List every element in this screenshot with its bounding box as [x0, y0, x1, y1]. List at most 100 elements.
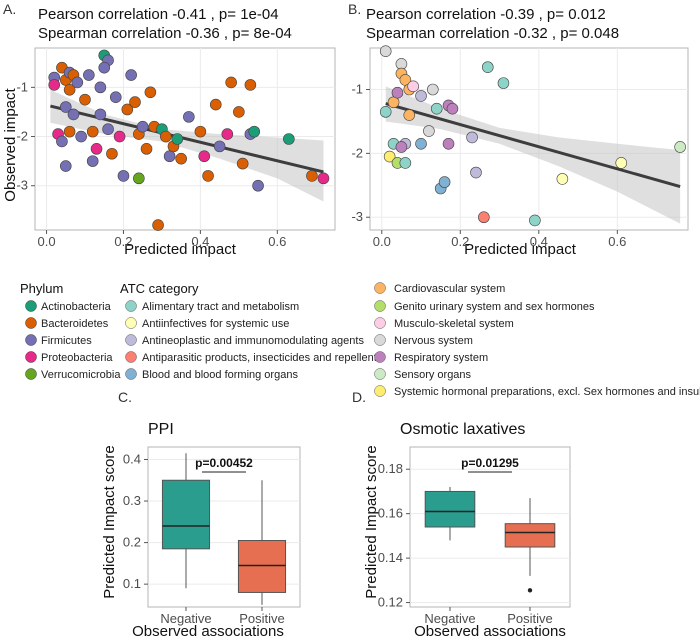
- data-point: [252, 179, 264, 192]
- tick-label-x: 0.0: [373, 234, 391, 249]
- panel-a-pearson: Pearson correlation -0.41 , p= 1e-04: [38, 6, 279, 23]
- data-point: [171, 133, 184, 145]
- data-point: [94, 108, 107, 121]
- legend-atc-label: Alimentary tract and metabolism: [142, 301, 299, 313]
- data-point: [403, 109, 416, 121]
- data-point: [152, 219, 164, 231]
- data-point: [136, 120, 149, 133]
- legend-atc: Alimentary tract and metabolism Antiinfe…: [125, 282, 700, 398]
- scatter-plot-b: 0.0 0.2 0.4 0.6 -1 -2 -3: [351, 45, 689, 249]
- data-point: [415, 137, 427, 150]
- tick-label-x: 0.2: [114, 234, 132, 249]
- tick-label-y: 0.12: [378, 595, 403, 610]
- data-point: [395, 141, 408, 153]
- data-point: [415, 90, 427, 102]
- data-point: [221, 128, 234, 140]
- data-point: [383, 150, 396, 163]
- data-point: [423, 125, 435, 137]
- panel-c-title: PPI: [148, 421, 174, 438]
- tick-label-x: 0.2: [451, 234, 469, 249]
- data-point: [233, 106, 245, 118]
- data-point: [109, 91, 122, 103]
- data-point: [194, 125, 207, 138]
- data-point: [248, 125, 261, 138]
- legend-atc-swatch: [374, 300, 386, 312]
- legend-atc-label: Antineoplastic and immunomodulating agen…: [142, 335, 364, 347]
- data-point: [529, 214, 541, 227]
- data-point: [225, 76, 237, 89]
- panel-label-c: C.: [118, 389, 132, 405]
- legend-atc-swatch: [125, 334, 137, 346]
- data-point: [391, 86, 404, 99]
- box-plot-c: 0.1 0.2 0.3 0.4 Negative Positive p=0.00452: [123, 446, 301, 626]
- data-point: [48, 79, 61, 91]
- legend-phylum: Actinobacteria Bacteroidetes Firmicutes …: [25, 300, 121, 381]
- data-point: [497, 77, 510, 89]
- panel-b-xlabel: Predicted impact: [464, 241, 577, 258]
- data-point: [86, 155, 99, 167]
- data-point: [442, 137, 455, 150]
- tick-label-x: 0.4: [191, 234, 209, 249]
- legend-atc-label: Musculo-skeletal system: [394, 318, 514, 330]
- legend-atc-label: Nervous system: [394, 335, 473, 347]
- tick-label-y: 0.4: [123, 451, 141, 466]
- data-point: [59, 101, 72, 113]
- panel-label-b: B.: [348, 1, 361, 17]
- legend-atc-swatch: [374, 282, 386, 294]
- scatter-plot-a: 0.0 0.2 0.4 0.6 -1 -2 -3: [16, 47, 336, 249]
- legend-atc-swatch: [374, 368, 386, 380]
- category-label: Negative: [160, 611, 211, 626]
- data-point: [121, 103, 134, 116]
- data-point: [198, 150, 211, 163]
- data-point: [202, 170, 214, 182]
- data-point: [79, 93, 91, 106]
- data-point: [86, 125, 99, 138]
- legend-phylum-swatch: [25, 368, 37, 380]
- confidence-band: [385, 86, 681, 224]
- box: [504, 523, 556, 548]
- box: [237, 540, 287, 593]
- panel-b-pearson: Pearson correlation -0.39 , p= 0.012: [366, 6, 606, 23]
- data-point: [446, 102, 459, 115]
- panel-b-spearman: Spearman correlation -0.32 , p= 0.048: [366, 25, 619, 42]
- tick-label-y: -1: [351, 82, 363, 97]
- tick-label-y: -1: [16, 79, 28, 94]
- legend-atc-label: Antiinfectives for systemic use: [142, 318, 289, 330]
- data-point: [59, 160, 72, 172]
- legend-atc-label: Genito urinary system and sex hormones: [394, 301, 595, 313]
- data-point: [379, 45, 392, 57]
- data-point: [56, 135, 68, 148]
- data-point: [306, 170, 318, 182]
- panel-a-spearman: Spearman correlation -0.36 , p= 8e-04: [38, 25, 292, 42]
- tick-label-y: 0.2: [123, 535, 141, 550]
- data-point: [209, 98, 222, 111]
- data-point: [159, 130, 172, 143]
- legend-atc-swatch: [374, 385, 386, 397]
- panel-c-ylabel: Predicted Impact score: [101, 445, 118, 598]
- tick-label-y: -2: [16, 129, 28, 144]
- box: [161, 479, 211, 550]
- tick-label-y: 0.1: [123, 576, 141, 591]
- legend-atc-label: Sensory organs: [394, 369, 472, 381]
- data-point: [140, 143, 153, 155]
- legend-atc-swatch: [125, 300, 137, 312]
- data-point: [244, 79, 257, 91]
- legend-phylum-label: Actinobacteria: [41, 301, 112, 313]
- panel-d-title: Osmotic laxatives: [400, 421, 525, 438]
- data-point: [144, 86, 157, 99]
- data-point: [236, 157, 249, 170]
- tick-label-y: 0.16: [378, 506, 403, 521]
- legend-atc-label: Cardiovascular system: [394, 283, 505, 295]
- panel-label-d: D.: [352, 389, 366, 405]
- legend-atc-swatch: [125, 368, 137, 380]
- data-point: [63, 125, 76, 138]
- data-point: [67, 108, 80, 121]
- box: [424, 490, 476, 528]
- tick-label-x: 0.6: [268, 234, 286, 249]
- data-point: [94, 81, 107, 94]
- p-value-label: p=0.01295: [461, 456, 519, 470]
- legend-atc-swatch: [374, 317, 386, 329]
- data-point: [674, 141, 686, 153]
- legend-phylum-label: Firmicutes: [41, 335, 92, 347]
